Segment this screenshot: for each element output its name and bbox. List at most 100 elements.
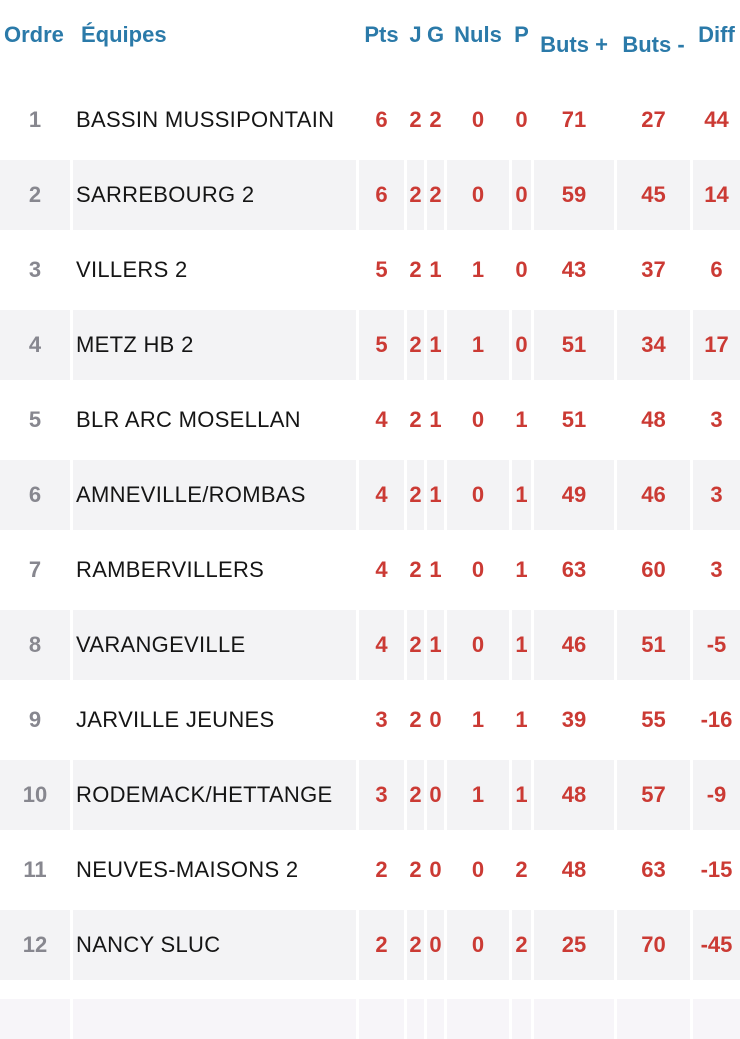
wins-cell: 1 — [429, 257, 442, 282]
rank-cell: 10 — [0, 760, 70, 830]
goal-diff-cell: 17 — [693, 310, 740, 380]
rank-cell: 3 — [28, 257, 42, 282]
standings-table: Ordre Équipes Pts J G Nuls P Buts + Buts… — [0, 0, 740, 980]
points-cell: 6 — [375, 107, 388, 132]
rank-cell: 11 — [23, 857, 47, 882]
wins-cell: 1 — [427, 310, 444, 380]
wins-cell: 1 — [429, 557, 442, 582]
rank-cell: 4 — [0, 310, 70, 380]
played-cell: 2 — [407, 160, 424, 230]
team-name-cell: VILLERS 2 — [76, 257, 188, 282]
goal-diff-cell: -16 — [700, 707, 733, 732]
team-name-cell: RAMBERVILLERS — [76, 557, 265, 582]
team-name-cell: AMNEVILLE/ROMBAS — [73, 460, 356, 530]
table-header-row: Ordre Équipes Pts J G Nuls P Buts + Buts… — [0, 0, 740, 85]
draws-cell: 1 — [447, 310, 509, 380]
table-row: 9 JARVILLE JEUNES 3 2 0 1 1 39 55 -16 — [0, 685, 740, 755]
wins-cell: 1 — [427, 460, 444, 530]
goals-for-cell: 71 — [561, 107, 587, 132]
wins-cell: 0 — [427, 760, 444, 830]
points-cell: 3 — [359, 760, 404, 830]
goals-for-cell: 46 — [534, 610, 614, 680]
goals-for-cell: 49 — [534, 460, 614, 530]
goals-for-cell: 25 — [534, 910, 614, 980]
draws-cell: 0 — [447, 460, 509, 530]
table-row: 12 NANCY SLUC 2 2 0 0 2 25 70 -45 — [0, 910, 740, 980]
goals-against-cell: 45 — [617, 160, 690, 230]
rank-cell: 12 — [0, 910, 70, 980]
losses-cell: 0 — [512, 310, 531, 380]
wins-cell: 1 — [427, 610, 444, 680]
table-row: 10 RODEMACK/HETTANGE 3 2 0 1 1 48 57 -9 — [0, 760, 740, 830]
rank-cell: 7 — [28, 557, 42, 582]
goal-diff-cell: 14 — [693, 160, 740, 230]
points-cell: 4 — [359, 460, 404, 530]
goals-against-cell: 55 — [641, 707, 666, 732]
played-cell: 2 — [409, 857, 422, 882]
draws-cell: 1 — [447, 760, 509, 830]
goals-for-cell: 48 — [534, 760, 614, 830]
played-cell: 2 — [409, 707, 422, 732]
played-cell: 2 — [407, 460, 424, 530]
table-row: 2 SARREBOURG 2 6 2 2 0 0 59 45 14 — [0, 160, 740, 230]
points-cell: 2 — [359, 910, 404, 980]
points-cell: 4 — [375, 407, 388, 432]
table-row: 8 VARANGEVILLE 4 2 1 0 1 46 51 -5 — [0, 610, 740, 680]
draws-cell: 1 — [471, 257, 485, 282]
goals-for-cell: 51 — [534, 310, 614, 380]
column-header-equipes: Équipes — [81, 22, 167, 47]
goals-against-cell: 48 — [641, 407, 666, 432]
draws-cell: 0 — [471, 857, 485, 882]
goal-diff-cell: 44 — [704, 107, 729, 132]
played-cell: 2 — [409, 257, 422, 282]
wins-cell: 2 — [429, 107, 442, 132]
draws-cell: 0 — [447, 910, 509, 980]
table-row: 6 AMNEVILLE/ROMBAS 4 2 1 0 1 49 46 3 — [0, 460, 740, 530]
draws-cell: 0 — [447, 160, 509, 230]
wins-cell: 0 — [427, 910, 444, 980]
rank-cell: 1 — [28, 107, 42, 132]
rank-cell: 9 — [28, 707, 42, 732]
table-row: 7 RAMBERVILLERS 4 2 1 0 1 63 60 3 — [0, 535, 740, 605]
goal-diff-cell: 3 — [710, 407, 723, 432]
goals-for-cell: 39 — [561, 707, 587, 732]
goals-against-cell: 34 — [617, 310, 690, 380]
points-cell: 4 — [375, 557, 388, 582]
column-header-buts-minus: Buts - — [622, 32, 685, 57]
goal-diff-cell: -15 — [700, 857, 733, 882]
team-name-cell: VARANGEVILLE — [73, 610, 356, 680]
losses-cell: 2 — [512, 910, 531, 980]
column-header-nuls: Nuls — [454, 22, 502, 47]
rank-cell: 5 — [28, 407, 42, 432]
team-name-cell: METZ HB 2 — [73, 310, 356, 380]
draws-cell: 0 — [471, 557, 485, 582]
losses-cell: 0 — [515, 107, 528, 132]
wins-cell: 0 — [429, 857, 442, 882]
draws-cell: 0 — [447, 610, 509, 680]
played-cell: 2 — [407, 310, 424, 380]
column-header-pts: Pts — [364, 22, 399, 47]
table-row: 4 METZ HB 2 5 2 1 1 0 51 34 17 — [0, 310, 740, 380]
losses-cell: 0 — [512, 160, 531, 230]
table-row: 11 NEUVES-MAISONS 2 2 2 0 0 2 48 63 -15 — [0, 835, 740, 905]
rank-cell: 2 — [0, 160, 70, 230]
wins-cell: 2 — [427, 160, 444, 230]
team-name-cell: NEUVES-MAISONS 2 — [76, 857, 299, 882]
table-row: 5 BLR ARC MOSELLAN 4 2 1 0 1 51 48 3 — [0, 385, 740, 455]
table-body: 1 BASSIN MUSSIPONTAIN 6 2 2 0 0 71 27 44… — [0, 85, 740, 980]
table-row: 3 VILLERS 2 5 2 1 1 0 43 37 6 — [0, 235, 740, 305]
played-cell: 2 — [409, 407, 422, 432]
goal-diff-cell: -5 — [693, 610, 740, 680]
column-header-j: J — [409, 22, 422, 47]
partial-next-row — [0, 999, 740, 1039]
wins-cell: 0 — [429, 707, 442, 732]
goals-for-cell: 43 — [561, 257, 587, 282]
team-name-cell: BASSIN MUSSIPONTAIN — [76, 107, 335, 132]
played-cell: 2 — [409, 557, 422, 582]
goals-against-cell: 46 — [617, 460, 690, 530]
goals-for-cell: 63 — [561, 557, 587, 582]
goal-diff-cell: 6 — [710, 257, 723, 282]
goals-against-cell: 37 — [641, 257, 666, 282]
team-name-cell: JARVILLE JEUNES — [76, 707, 275, 732]
played-cell: 2 — [407, 910, 424, 980]
